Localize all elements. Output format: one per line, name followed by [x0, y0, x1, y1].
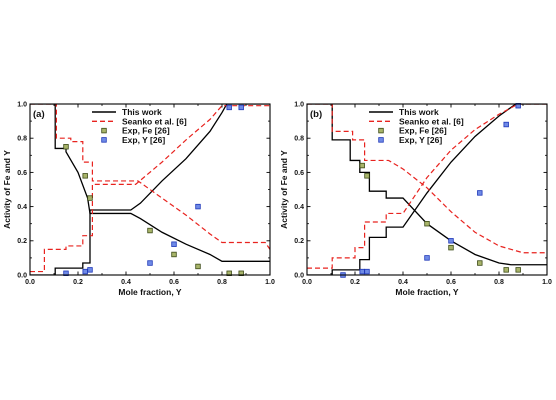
x-tick-label: 0.8 [217, 279, 227, 286]
this-work-fe-line [307, 104, 547, 266]
exp-fe-marker [424, 220, 430, 227]
exp-y-marker [195, 203, 201, 210]
x-tick-label: 0.2 [350, 279, 360, 286]
x-tick-label: 0.2 [73, 279, 83, 286]
exp-fe-marker [364, 173, 370, 179]
exp-fe-marker [87, 195, 93, 201]
y-tick-label: 0.6 [17, 170, 27, 177]
y-tick-label: 0.2 [17, 238, 27, 245]
y-tick-label: 0.8 [294, 136, 304, 143]
exp-y-marker [63, 270, 69, 276]
x-tick-label: 1.0 [265, 279, 275, 286]
seanko-y-line [307, 104, 547, 269]
exp-y-marker [238, 104, 244, 111]
seanko-fe-line [30, 104, 270, 250]
legend-exp-y-swatch [101, 137, 107, 143]
y-tick-label: 1.0 [17, 101, 27, 108]
x-tick-label: 0.8 [494, 279, 504, 286]
x-tick-label: 0.4 [121, 279, 131, 286]
seanko-fe-line [307, 104, 547, 254]
legend-exp-y-label: Exp, Y [26] [399, 135, 442, 145]
legend-this-work-label: This work [399, 107, 439, 117]
y-tick-label: 0.0 [17, 272, 27, 279]
y-axis-label: Activity of Fe and Y [279, 150, 289, 229]
exp-y-marker [87, 267, 93, 273]
exp-fe-marker [147, 227, 153, 234]
chart-panel-a: 0.0 0.2 0.4 0.6 0.8 1.0 0.0 0.2 0.4 0.6 0.8 1.0 Mole… [2, 101, 275, 297]
legend-exp-fe-label: Exp, Fe [26] [122, 126, 170, 136]
exp-fe-marker [503, 267, 509, 273]
x-tick-label: 0.6 [446, 279, 456, 286]
exp-fe-marker [359, 162, 365, 169]
exp-fe-marker [82, 173, 88, 179]
x-tick-label: 0.0 [302, 279, 312, 286]
exp-fe-marker [171, 251, 177, 258]
x-axis-label: Mole fraction, Y [118, 287, 181, 297]
exp-fe-marker [238, 270, 244, 276]
series-lines [307, 104, 547, 275]
y-tick-label: 0.4 [17, 204, 27, 211]
y-tick-label: 0.4 [294, 204, 304, 211]
exp-y-marker [359, 268, 365, 275]
exp-fe-marker [63, 144, 69, 150]
legend-exp-y-swatch [378, 137, 384, 143]
y-tick-label: 0.6 [294, 170, 304, 177]
exp-y-marker [477, 190, 483, 196]
chart-panel-b: 0.0 0.2 0.4 0.6 0.8 1.0 0.0 0.2 0.4 0.6 0.8 1.0 Mole… [279, 101, 552, 297]
x-tick-label: 0.4 [398, 279, 408, 286]
exp-fe-marker [226, 270, 232, 276]
legend-seanko-label: Seanko et al. [6] [399, 116, 464, 126]
exp-y-marker [503, 121, 509, 128]
exp-fe-marker [477, 260, 483, 266]
legend-seanko-label: Seanko et al. [6] [122, 116, 187, 126]
y-tick-label: 1.0 [294, 101, 304, 108]
x-tick-label: 0.6 [169, 279, 179, 286]
panel-label: (a) [33, 109, 45, 120]
legend-exp-fe-swatch [101, 127, 107, 134]
exp-y-marker [82, 268, 88, 275]
exp-y-marker [424, 255, 430, 261]
x-tick-label: 1.0 [542, 279, 552, 286]
exp-fe-marker [448, 244, 454, 251]
legend-this-work-label: This work [122, 107, 162, 117]
legend-exp-y-label: Exp, Y [26] [122, 135, 165, 145]
exp-y-marker [448, 238, 454, 244]
series-lines [30, 104, 270, 275]
y-tick-label: 0.0 [294, 272, 304, 279]
x-axis-label: Mole fraction, Y [395, 287, 458, 297]
exp-y-marker [515, 103, 521, 109]
exp-y-marker [226, 104, 232, 111]
this-work-y-line [307, 104, 547, 275]
seanko-y-line [30, 105, 270, 273]
x-tick-label: 0.0 [25, 279, 35, 286]
exp-y-marker [147, 260, 153, 266]
exp-y-marker [364, 268, 370, 275]
y-tick-label: 0.8 [17, 136, 27, 143]
exp-fe-marker [515, 267, 521, 273]
this-work-y-line [30, 104, 270, 275]
y-tick-label: 0.2 [294, 238, 304, 245]
panel-label: (b) [310, 109, 322, 120]
legend-exp-fe-label: Exp, Fe [26] [399, 126, 447, 136]
legend-exp-fe-swatch [378, 127, 384, 134]
exp-y-marker [171, 241, 177, 247]
y-axis-label: Activity of Fe and Y [2, 150, 12, 229]
exp-fe-marker [195, 263, 201, 270]
